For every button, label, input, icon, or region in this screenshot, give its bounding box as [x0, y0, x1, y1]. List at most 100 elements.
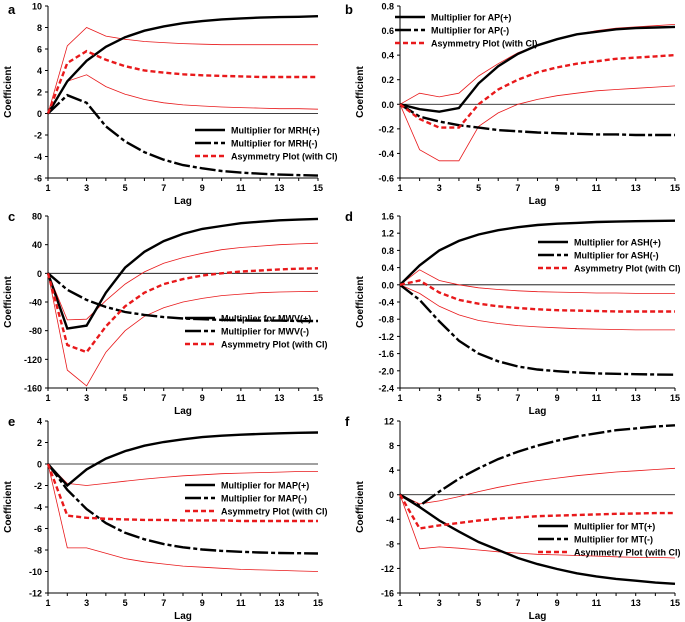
series-line-dashed: [399, 424, 676, 508]
y-tick-label: 0.4: [381, 51, 394, 61]
panel-label: a: [8, 2, 16, 17]
y-tick-label: -8: [34, 546, 42, 556]
legend-label: Multiplier for MAP(+): [221, 481, 309, 491]
y-tick-label: -40: [29, 298, 42, 308]
y-axis-label: Coefficient: [355, 275, 366, 327]
x-axis-label: Lag: [174, 196, 192, 207]
y-tick-label: 0.6: [381, 26, 394, 36]
x-tick-label: 5: [123, 183, 128, 193]
y-tick-label: -16: [381, 589, 394, 599]
x-tick-label: 3: [437, 393, 442, 403]
series-line-dashed-red: [46, 49, 318, 114]
panel-label: f: [345, 414, 350, 429]
x-tick-label: 7: [515, 183, 520, 193]
x-tick-label: 13: [631, 598, 641, 608]
x-tick-label: 7: [515, 598, 520, 608]
y-tick-label: -120: [24, 355, 42, 365]
ci-upper-line: [47, 27, 318, 114]
y-tick-label: 40: [32, 240, 42, 250]
y-tick-label: -8: [386, 539, 394, 549]
series-line-dashed: [399, 283, 676, 376]
legend-label: Multiplier for AP(-): [431, 26, 509, 36]
legend-label: Asymmetry Plot (with CI): [221, 507, 328, 517]
y-tick-label: -0.4: [378, 149, 394, 159]
x-tick-label: 15: [313, 393, 323, 403]
x-tick-label: 5: [476, 183, 481, 193]
x-tick-label: 9: [200, 183, 205, 193]
x-tick-label: 9: [200, 393, 205, 403]
series-line-dashed: [47, 463, 319, 555]
x-axis-label: Lag: [174, 611, 192, 622]
x-tick-label: 9: [555, 183, 560, 193]
x-tick-label: 11: [236, 393, 246, 403]
x-tick-label: 7: [161, 598, 166, 608]
y-tick-label: 0: [389, 490, 394, 500]
y-tick-label: 2: [37, 438, 42, 448]
x-tick-label: 3: [84, 183, 89, 193]
x-tick-label: 7: [515, 393, 520, 403]
series-line-dashed: [399, 103, 675, 137]
y-tick-label: 0.8: [381, 246, 394, 256]
ci-upper-line: [399, 269, 675, 294]
series-line-dashed-red: [46, 267, 319, 354]
y-tick-label: 1.6: [381, 212, 394, 222]
x-tick-label: 3: [84, 393, 89, 403]
x-tick-label: 5: [123, 393, 128, 403]
legend-label: Multiplier for MRH(+): [231, 126, 320, 136]
x-tick-label: 1: [397, 598, 402, 608]
y-tick-label: -12: [381, 564, 394, 574]
x-tick-label: 13: [631, 183, 641, 193]
series-line-solid: [399, 219, 676, 286]
y-tick-label: 0.2: [381, 75, 394, 85]
x-tick-label: 9: [555, 393, 560, 403]
series-line-solid: [399, 25, 676, 113]
x-tick-label: 1: [45, 598, 50, 608]
x-tick-label: 13: [274, 598, 284, 608]
x-tick-label: 13: [274, 183, 284, 193]
legend-label: Asymmetry Plot (with CI): [574, 264, 681, 274]
y-tick-label: -6: [34, 524, 42, 534]
series-line-dashed-red: [399, 279, 675, 313]
x-tick-label: 3: [437, 598, 442, 608]
x-tick-label: 15: [313, 183, 323, 193]
panel-label: c: [8, 209, 15, 224]
y-tick-label: -2: [34, 131, 42, 141]
y-tick-label: -0.6: [378, 174, 394, 184]
legend-label: Multiplier for MWV(+): [221, 314, 311, 324]
ci-upper-line: [399, 24, 676, 105]
x-tick-label: 5: [476, 393, 481, 403]
ci-lower-line: [47, 463, 319, 572]
x-axis-label: Lag: [529, 406, 547, 417]
series-line-dashed: [47, 93, 319, 177]
x-tick-label: 9: [555, 598, 560, 608]
y-tick-label: -2: [34, 481, 42, 491]
series-line-dashed-red: [46, 463, 318, 523]
y-tick-label: 6: [37, 45, 42, 55]
y-tick-label: -4: [386, 515, 394, 525]
y-tick-label: 0: [37, 460, 42, 470]
series-line-dashed-red: [399, 53, 676, 129]
series-line-solid: [47, 431, 319, 488]
ci-upper-line: [399, 467, 676, 505]
ci-lower-line: [399, 85, 676, 162]
y-tick-label: -0.4: [378, 298, 394, 308]
x-axis-label: Lag: [174, 406, 192, 417]
x-tick-label: 1: [397, 393, 402, 403]
panel-label: d: [345, 209, 353, 224]
x-tick-label: 15: [670, 393, 680, 403]
y-tick-label: -10: [29, 567, 42, 577]
y-tick-label: -0.8: [378, 315, 394, 325]
x-tick-label: 13: [274, 393, 284, 403]
legend-label: Multiplier for MT(-): [574, 535, 653, 545]
y-tick-label: -6: [34, 174, 42, 184]
ci-upper-line: [47, 242, 319, 321]
y-tick-label: -1.2: [378, 332, 394, 342]
panel-b: b-0.6-0.4-0.20.00.20.40.60.81 3 5 7 9 11 13 15L…: [345, 2, 680, 208]
x-tick-label: 1: [45, 183, 50, 193]
x-axis-label: Lag: [529, 611, 547, 622]
x-tick-label: 11: [592, 393, 602, 403]
legend-label: Asymmetry Plot (with CI): [431, 39, 538, 49]
ci-upper-line: [47, 463, 318, 486]
